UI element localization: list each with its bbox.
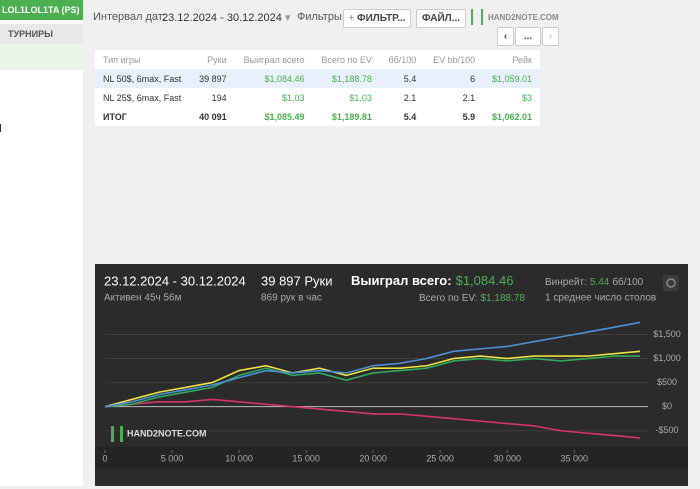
settings-button[interactable] [663,275,679,291]
y-tick-label: $0 [662,401,672,411]
marker [0,124,1,132]
next-button[interactable]: › [542,27,559,46]
table-cell: NL 25$, 6max, Fast [103,92,182,103]
active-time: Активен 45ч 56м [104,293,182,304]
table-cell: 5.4 [403,111,417,122]
table-cell: $1,188.78 [331,73,372,84]
date-label: Интервал дат: [93,11,166,23]
hands-per-hour: 869 рук в час [261,293,322,304]
x-axis-strip [95,447,688,469]
series-line [104,321,641,408]
table-cell: $3 [521,92,532,103]
x-tick-label: 5 000 [161,453,184,463]
stats-table: Тип игры Руки Выиграл всего Всего по EV бб/1… [95,50,540,126]
winrate-label: Винрейт: [545,277,587,288]
y-tick-label: $500 [657,377,677,387]
filter-button-text: ФИЛЬТР... [357,13,406,24]
table-cell: 2.1 [403,92,417,103]
x-tick-label: 0 [102,453,107,463]
x-tick-label: 35 000 [560,453,588,463]
column-header: EV bb/100 [433,54,476,65]
table-cell: 194 [211,92,227,103]
table-row[interactable]: NL 25$, 6max, Fast 194 $1.03 $1.03 2.1 2.1 $3 [95,88,540,107]
table-cell: 2.1 [462,92,476,103]
plot-logo-icon [111,426,114,442]
table-cell: 5.4 [403,73,417,84]
table-row[interactable]: NL 50$, 6max, Fast 39 897 $1,084.46 $1,188.… [95,69,540,88]
column-header: бб/100 [388,54,417,65]
plot: $1,500 $1,000 $500 $0 -$500 0 5 000 10 000 15 00… [102,321,681,463]
x-tick-label: 25 000 [426,453,454,463]
y-tick-label: $1,000 [653,353,681,363]
won-total: Выиграл всего: $1,084.46 [351,273,513,288]
table-cell: $1,062.01 [491,111,532,122]
column-header: Тип игры [103,54,141,65]
y-tick-label: $1,500 [653,329,681,339]
series-line [104,355,640,408]
column-header: Руки [207,54,227,65]
won-value: $1,084.46 [456,273,514,288]
table-cell: 5.9 [462,111,476,122]
table-cell: $1,059.01 [491,73,532,84]
date-range-text: 23.12.2024 - 30.12.2024 [162,12,282,24]
table-cell: $1,189.81 [331,111,372,122]
gear-icon [666,278,676,288]
x-tick-label: 20 000 [359,453,387,463]
section-tab[interactable]: ТУРНИРЫ [0,24,83,44]
page-button[interactable]: ... [515,27,541,46]
winrate-unit: бб/100 [612,276,643,288]
date-range[interactable]: 23.12.2024 - 30.12.2024 ▾ [162,12,291,24]
file-button[interactable]: ФАЙЛ... [416,9,466,28]
table-cell: $1,084.46 [264,73,305,84]
column-header: Рейк [512,54,532,65]
table-cell: NL 50$, 6max, Fast [103,73,182,84]
table-cell: $1,085.49 [264,111,305,122]
graph-date-range: 23.12.2024 - 30.12.2024 [104,273,246,288]
plot-logo: HAND2NOTE.COM [127,428,207,438]
x-tick-label: 15 000 [292,453,320,463]
column-header: Выиграл всего [243,54,305,65]
table-cell: 39 897 [199,73,227,84]
logo-icon [471,9,483,25]
ev-total: Всего по EV: $1,188.78 [419,293,525,304]
table-cell: $1.03 [281,92,305,103]
total-row[interactable]: ИТОГ 40 091 $1,085.49 $1,189.81 5.4 5.9 $1,062… [95,107,540,126]
account-name: LOL1LOL1TA (PS) [2,5,80,15]
graph: 23.12.2024 - 30.12.2024 Активен 45ч 56м … [95,273,688,469]
table-cell: $1.03 [349,92,372,103]
y-tick-label: -$500 [655,425,678,435]
column-header: Всего по EV [321,54,372,65]
prev-button[interactable]: ‹ [497,27,514,46]
selected-row[interactable] [0,44,83,70]
table-cell: ИТОГ [103,111,127,122]
table-cell: 6 [470,73,476,84]
x-tick-label: 30 000 [493,453,521,463]
filter-button[interactable]: + ФИЛЬТР... [343,9,411,28]
hands: 39 897 Руки [261,273,333,288]
logo: HAND2NOTE.COM [488,13,559,22]
series-line [104,398,640,439]
won-label: Выиграл всего: [351,273,452,288]
plot-logo-icon [120,426,123,442]
sidebar: LOL1LOL1TA (PS) ▾ ТУРНИРЫ [0,0,83,486]
table-cell: 40 091 [199,111,227,122]
series-line [104,350,640,408]
winrate-value: 5.44 [590,277,610,288]
account-dropdown[interactable]: LOL1LOL1TA (PS) ▾ [0,0,83,35]
tables-count: 1 среднее число столов [545,293,656,304]
winrate: Винрейт: 5.44 бб/100 [545,276,644,288]
ev-value: $1,188.78 [481,293,526,304]
graph-panel: 23.12.2024 - 30.12.2024 Активен 45ч 56м … [95,264,688,486]
ev-label: Всего по EV: [419,293,478,304]
x-tick-label: 10 000 [225,453,253,463]
filters-label: Фильтры: [297,11,345,23]
